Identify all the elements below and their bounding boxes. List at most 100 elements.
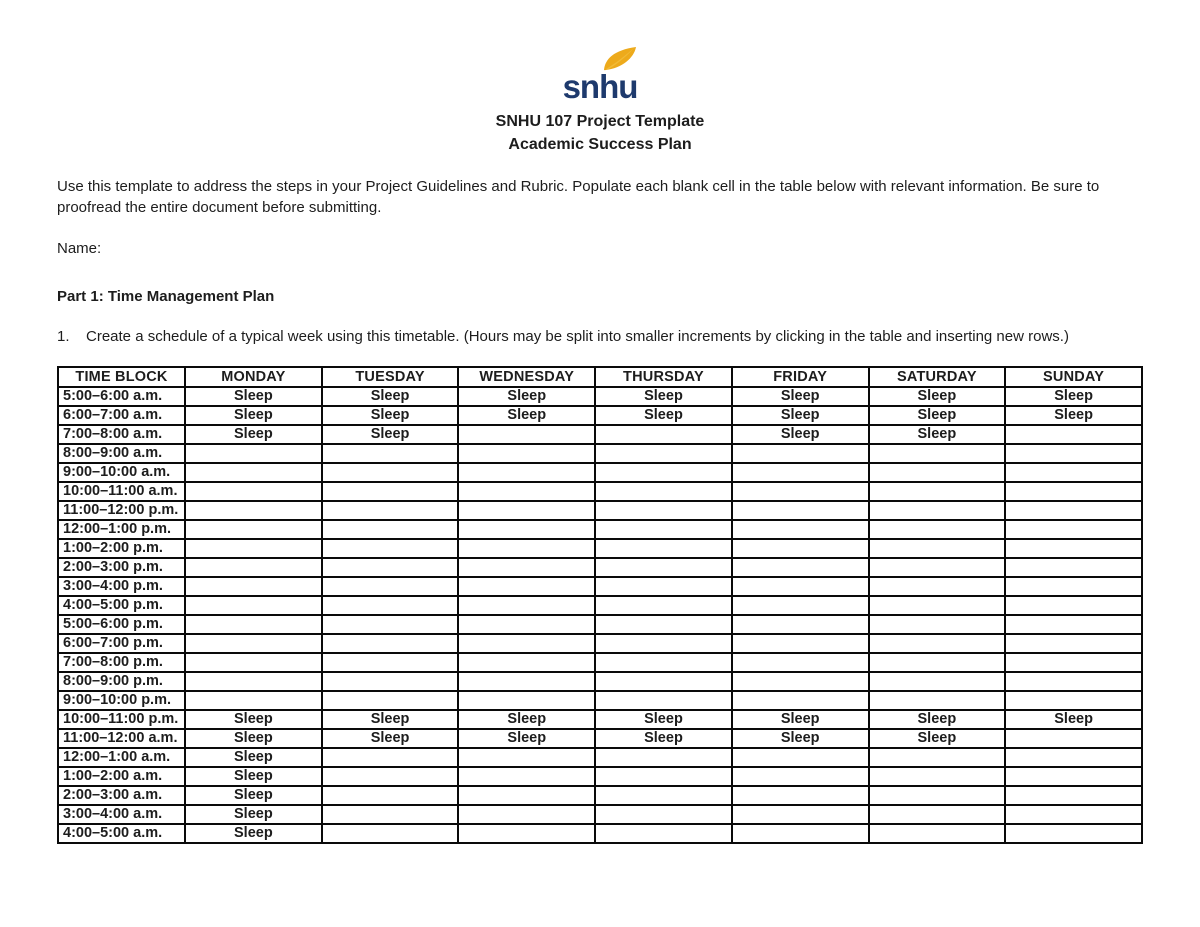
schedule-cell-empty[interactable] (1004, 481, 1143, 502)
time-block-cell[interactable]: 8:00–9:00 a.m. (57, 443, 186, 464)
schedule-cell-empty[interactable] (457, 614, 597, 635)
schedule-cell-empty[interactable] (867, 671, 1007, 692)
schedule-cell-empty[interactable] (594, 766, 733, 787)
schedule-cell-empty[interactable] (457, 785, 597, 806)
schedule-cell-empty[interactable] (594, 519, 733, 540)
schedule-cell-sleep[interactable]: Sleep (730, 424, 870, 445)
schedule-cell-sleep[interactable]: Sleep (184, 823, 323, 844)
schedule-cell-empty[interactable] (867, 690, 1007, 711)
time-block-cell[interactable]: 11:00–12:00 p.m. (57, 500, 186, 521)
schedule-cell-empty[interactable] (320, 766, 460, 787)
schedule-cell-empty[interactable] (594, 747, 733, 768)
schedule-cell-empty[interactable] (1004, 747, 1143, 768)
schedule-cell-empty[interactable] (320, 671, 460, 692)
schedule-cell-empty[interactable] (320, 595, 460, 616)
schedule-cell-sleep[interactable]: Sleep (184, 785, 323, 806)
schedule-cell-empty[interactable] (867, 614, 1007, 635)
schedule-cell-empty[interactable] (320, 747, 460, 768)
schedule-cell-empty[interactable] (1004, 443, 1143, 464)
schedule-cell-empty[interactable] (867, 500, 1007, 521)
schedule-cell-sleep[interactable]: Sleep (320, 405, 460, 426)
schedule-cell-empty[interactable] (730, 538, 870, 559)
schedule-cell-empty[interactable] (457, 481, 597, 502)
schedule-cell-empty[interactable] (594, 443, 733, 464)
schedule-cell-empty[interactable] (457, 576, 597, 597)
schedule-cell-empty[interactable] (594, 557, 733, 578)
schedule-cell-empty[interactable] (1004, 462, 1143, 483)
schedule-cell-empty[interactable] (457, 595, 597, 616)
schedule-cell-sleep[interactable]: Sleep (184, 804, 323, 825)
schedule-cell-empty[interactable] (1004, 690, 1143, 711)
schedule-cell-sleep[interactable]: Sleep (320, 728, 460, 749)
schedule-cell-empty[interactable] (730, 462, 870, 483)
schedule-cell-empty[interactable] (594, 481, 733, 502)
schedule-cell-empty[interactable] (594, 633, 733, 654)
schedule-cell-empty[interactable] (320, 462, 460, 483)
schedule-cell-empty[interactable] (184, 462, 323, 483)
schedule-cell-empty[interactable] (1004, 633, 1143, 654)
schedule-cell-empty[interactable] (867, 804, 1007, 825)
schedule-cell-empty[interactable] (320, 633, 460, 654)
schedule-cell-empty[interactable] (184, 443, 323, 464)
schedule-cell-empty[interactable] (320, 481, 460, 502)
schedule-cell-empty[interactable] (730, 652, 870, 673)
schedule-cell-empty[interactable] (1004, 652, 1143, 673)
time-block-cell[interactable]: 1:00–2:00 a.m. (57, 766, 186, 787)
schedule-cell-sleep[interactable]: Sleep (594, 709, 733, 730)
schedule-cell-empty[interactable] (457, 804, 597, 825)
schedule-cell-sleep[interactable]: Sleep (457, 386, 597, 407)
schedule-cell-empty[interactable] (1004, 519, 1143, 540)
schedule-cell-empty[interactable] (867, 595, 1007, 616)
schedule-cell-sleep[interactable]: Sleep (1004, 405, 1143, 426)
schedule-cell-empty[interactable] (184, 652, 323, 673)
schedule-cell-empty[interactable] (730, 576, 870, 597)
time-block-cell[interactable]: 2:00–3:00 a.m. (57, 785, 186, 806)
schedule-cell-empty[interactable] (320, 823, 460, 844)
schedule-cell-empty[interactable] (867, 462, 1007, 483)
schedule-cell-empty[interactable] (457, 690, 597, 711)
schedule-cell-empty[interactable] (867, 481, 1007, 502)
schedule-cell-sleep[interactable]: Sleep (867, 728, 1007, 749)
schedule-cell-empty[interactable] (457, 557, 597, 578)
schedule-cell-empty[interactable] (867, 443, 1007, 464)
schedule-cell-empty[interactable] (730, 671, 870, 692)
schedule-cell-empty[interactable] (457, 424, 597, 445)
schedule-cell-empty[interactable] (867, 633, 1007, 654)
time-block-cell[interactable]: 10:00–11:00 p.m. (57, 709, 186, 730)
schedule-cell-empty[interactable] (184, 690, 323, 711)
schedule-cell-empty[interactable] (594, 690, 733, 711)
schedule-cell-empty[interactable] (730, 785, 870, 806)
time-block-cell[interactable]: 5:00–6:00 p.m. (57, 614, 186, 635)
schedule-cell-empty[interactable] (1004, 804, 1143, 825)
schedule-cell-empty[interactable] (867, 519, 1007, 540)
schedule-cell-empty[interactable] (730, 614, 870, 635)
schedule-cell-empty[interactable] (594, 500, 733, 521)
time-block-cell[interactable]: 8:00–9:00 p.m. (57, 671, 186, 692)
schedule-cell-empty[interactable] (730, 500, 870, 521)
schedule-cell-empty[interactable] (730, 823, 870, 844)
schedule-cell-empty[interactable] (184, 557, 323, 578)
schedule-cell-sleep[interactable]: Sleep (320, 709, 460, 730)
schedule-cell-empty[interactable] (1004, 538, 1143, 559)
schedule-cell-sleep[interactable]: Sleep (320, 386, 460, 407)
schedule-cell-empty[interactable] (594, 652, 733, 673)
schedule-cell-empty[interactable] (730, 747, 870, 768)
schedule-cell-empty[interactable] (730, 633, 870, 654)
time-block-cell[interactable]: 4:00–5:00 p.m. (57, 595, 186, 616)
time-block-cell[interactable]: 9:00–10:00 a.m. (57, 462, 186, 483)
schedule-cell-sleep[interactable]: Sleep (730, 405, 870, 426)
schedule-cell-empty[interactable] (867, 785, 1007, 806)
schedule-cell-sleep[interactable]: Sleep (867, 424, 1007, 445)
schedule-cell-empty[interactable] (594, 614, 733, 635)
schedule-cell-sleep[interactable]: Sleep (594, 405, 733, 426)
schedule-cell-empty[interactable] (594, 576, 733, 597)
schedule-cell-empty[interactable] (867, 557, 1007, 578)
schedule-cell-sleep[interactable]: Sleep (594, 728, 733, 749)
schedule-cell-sleep[interactable]: Sleep (730, 728, 870, 749)
schedule-cell-sleep[interactable]: Sleep (184, 386, 323, 407)
schedule-cell-empty[interactable] (320, 519, 460, 540)
schedule-cell-empty[interactable] (457, 538, 597, 559)
schedule-cell-empty[interactable] (320, 538, 460, 559)
schedule-cell-empty[interactable] (457, 671, 597, 692)
schedule-cell-sleep[interactable]: Sleep (457, 728, 597, 749)
